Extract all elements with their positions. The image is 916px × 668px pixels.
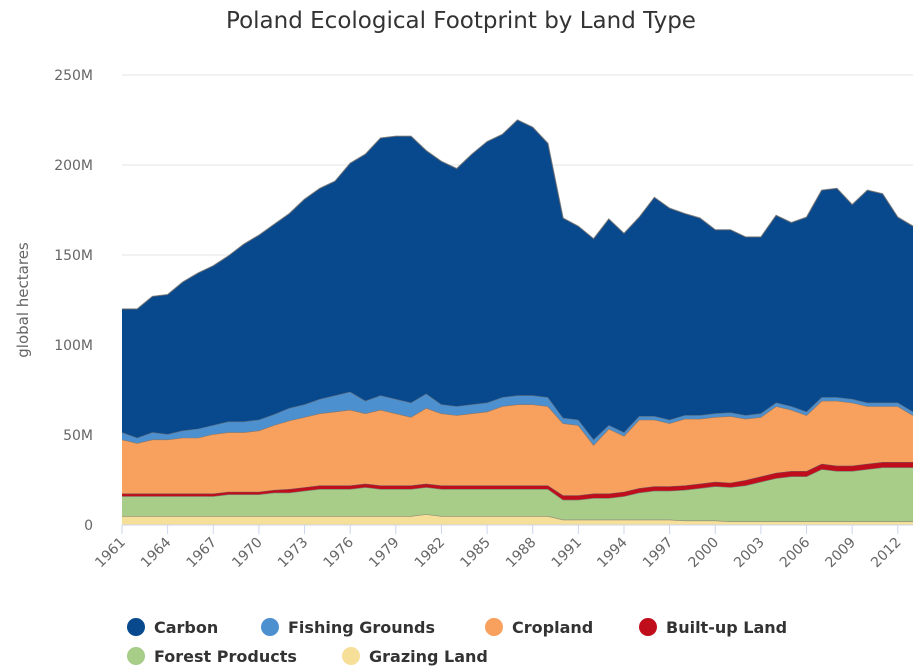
legend-marker bbox=[127, 618, 145, 636]
legend-item-forest-products[interactable]: Forest Products bbox=[127, 647, 297, 666]
x-tick-label: 2000 bbox=[686, 535, 723, 572]
y-tick-label: 200M bbox=[54, 158, 93, 174]
x-tick-label: 2003 bbox=[731, 535, 768, 572]
legend[interactable]: Carbon Fishing Grounds Cropland Built-up La… bbox=[127, 618, 787, 666]
legend-item-fishing-grounds[interactable]: Fishing Grounds bbox=[261, 618, 435, 637]
x-tick-label: 1988 bbox=[503, 535, 540, 572]
x-tick-label: 1961 bbox=[92, 535, 129, 572]
x-tick-label: 2006 bbox=[777, 534, 814, 571]
area-cropland[interactable] bbox=[122, 400, 913, 496]
legend-label: Carbon bbox=[154, 618, 218, 637]
legend-marker bbox=[127, 647, 145, 665]
x-tick-label: 1970 bbox=[229, 535, 266, 572]
y-axis-label: global hectares bbox=[14, 242, 32, 358]
chart-title: Poland Ecological Footprint by Land Type bbox=[226, 8, 696, 34]
legend-label: Fishing Grounds bbox=[288, 618, 435, 637]
legend-label: Built-up Land bbox=[666, 618, 787, 637]
legend-item-grazing-land[interactable]: Grazing Land bbox=[342, 647, 488, 666]
x-tick-label: 1985 bbox=[457, 535, 494, 572]
legend-label: Cropland bbox=[512, 618, 593, 637]
x-tick-label: 1994 bbox=[594, 534, 631, 571]
legend-item-built-up-land[interactable]: Built-up Land bbox=[639, 618, 787, 637]
y-tick-label: 150M bbox=[54, 248, 93, 264]
x-tick-label: 1976 bbox=[320, 534, 357, 571]
area-grazing-land[interactable] bbox=[122, 514, 913, 525]
area-forest-products[interactable] bbox=[122, 467, 913, 522]
x-tick-label: 1997 bbox=[640, 535, 677, 572]
series-line bbox=[122, 119, 914, 310]
x-tick-label: 1973 bbox=[275, 535, 312, 572]
x-tick-label: 2012 bbox=[868, 535, 905, 572]
x-tick-label: 1967 bbox=[184, 535, 221, 572]
legend-marker bbox=[342, 647, 360, 665]
legend-marker bbox=[639, 618, 657, 636]
x-tick-label: 1979 bbox=[366, 535, 403, 572]
y-tick-label: 0 bbox=[84, 518, 93, 534]
legend-label: Grazing Land bbox=[369, 647, 488, 666]
legend-item-carbon[interactable]: Carbon bbox=[127, 618, 218, 637]
legend-label: Forest Products bbox=[154, 647, 297, 666]
x-tick-label: 1991 bbox=[549, 535, 586, 572]
x-tick-label: 1982 bbox=[412, 535, 449, 572]
area-fishing-grounds[interactable] bbox=[122, 391, 913, 445]
x-tick-label: 2009 bbox=[822, 535, 859, 572]
area-carbon[interactable] bbox=[122, 120, 913, 440]
plot-area bbox=[121, 119, 914, 525]
legend-marker bbox=[261, 618, 279, 636]
y-tick-label: 250M bbox=[54, 68, 93, 84]
y-tick-label: 50M bbox=[63, 428, 93, 444]
y-tick-label: 100M bbox=[54, 338, 93, 354]
x-tick-label: 1964 bbox=[138, 534, 175, 571]
legend-marker bbox=[485, 618, 503, 636]
legend-item-cropland[interactable]: Cropland bbox=[485, 618, 593, 637]
